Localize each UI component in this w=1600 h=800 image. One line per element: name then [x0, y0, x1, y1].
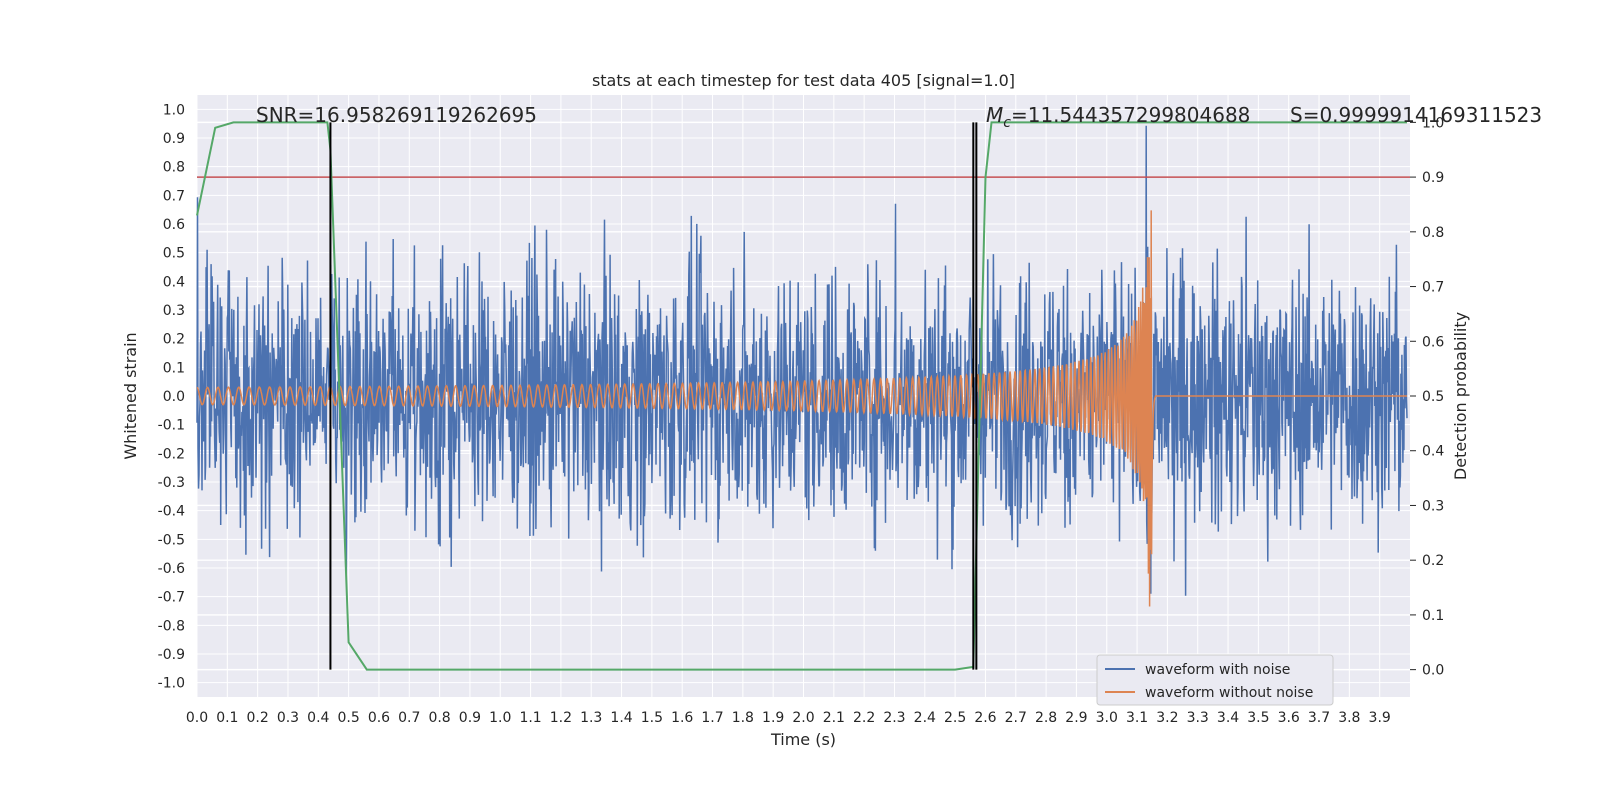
x-tick-label: 1.0 — [489, 710, 511, 726]
y-right-tick-label: 0.3 — [1422, 498, 1444, 514]
y-tick-label: 0.0 — [163, 389, 185, 405]
mc-annotation: Mc=11.544357299804688 — [986, 103, 1250, 131]
x-tick-label: 0.7 — [398, 710, 420, 726]
x-tick-label: 3.3 — [1187, 710, 1209, 726]
x-tick-label: 0.4 — [307, 710, 329, 726]
x-tick-label: 3.6 — [1278, 710, 1300, 726]
y-right-tick-label: 0.9 — [1422, 170, 1444, 186]
probability-line — [196, 121, 1407, 671]
x-tick-label: 1.3 — [580, 710, 602, 726]
x-tick-label: 3.5 — [1247, 710, 1269, 726]
x-tick-label: 1.1 — [519, 710, 541, 726]
x-tick-label: 1.9 — [762, 710, 784, 726]
y-tick-label: 0.7 — [163, 188, 185, 204]
legend-label-clean: waveform without noise — [1145, 685, 1313, 701]
mc-value: =11.544357299804688 — [1011, 103, 1250, 127]
x-tick-label: 2.5 — [944, 710, 966, 726]
legend-box — [1096, 654, 1334, 706]
y-right-tick-label: 0.0 — [1422, 663, 1444, 679]
y-tick-label: 0.1 — [163, 360, 185, 376]
x-tick-label: 0.6 — [368, 710, 390, 726]
clean-line — [196, 210, 1407, 607]
x-tick-label: 1.5 — [641, 710, 663, 726]
x-tick-label: 2.7 — [1005, 710, 1027, 726]
x-tick-label: 3.4 — [1217, 710, 1239, 726]
y-right-tick-label: 0.5 — [1422, 389, 1444, 405]
x-tick-label: 0.3 — [277, 710, 299, 726]
x-tick-label: 0.8 — [428, 710, 450, 726]
x-tick-label: 3.0 — [1096, 710, 1118, 726]
x-tick-label: 3.2 — [1156, 710, 1178, 726]
x-tick-label: 0.1 — [216, 710, 238, 726]
y-tick-label: 0.9 — [163, 131, 185, 147]
y-tick-label: -0.8 — [158, 618, 185, 634]
x-tick-label: 3.7 — [1308, 710, 1330, 726]
x-tick-label: 1.7 — [701, 710, 723, 726]
x-tick-label: 1.6 — [671, 710, 693, 726]
y-right-tick-label: 0.4 — [1422, 444, 1444, 460]
y-tick-label: -0.5 — [158, 532, 185, 548]
y-tick-label: 0.4 — [163, 274, 185, 290]
x-tick-label: 2.9 — [1065, 710, 1087, 726]
y-tick-label: 0.8 — [163, 160, 185, 176]
y-right-tick-label: 0.7 — [1422, 280, 1444, 296]
x-tick-label: 2.8 — [1035, 710, 1057, 726]
mc-symbol: M — [986, 103, 1003, 127]
y-right-tick-label: 1.0 — [1422, 115, 1444, 131]
y-tick-labels: 1.0 0.9 0.8 0.7 0.6 0.5 0.4 0.3 0.2 0.1 0.0 -0.1 -0.… — [158, 102, 185, 691]
series-waveform-without-noise — [196, 210, 1407, 607]
x-tick-label: 1.2 — [550, 710, 572, 726]
x-tick-label: 2.3 — [883, 710, 905, 726]
snr-annotation: SNR=16.958269119262695 — [256, 103, 537, 127]
x-tick-label: 2.0 — [792, 710, 814, 726]
y-right-tick-label: 0.6 — [1422, 334, 1444, 350]
x-axis-label: Time (s) — [770, 730, 836, 749]
x-tick-label: 2.2 — [853, 710, 875, 726]
x-tick-label: 3.1 — [1126, 710, 1148, 726]
x-tick-label: 0.0 — [186, 710, 208, 726]
y-tick-label: -0.7 — [158, 590, 185, 606]
y-right-tick-label: 0.1 — [1422, 608, 1444, 624]
y-tick-label: -0.3 — [158, 475, 185, 491]
noise-line — [196, 125, 1408, 596]
s-annotation: S=0.9999914169311523 — [1290, 103, 1542, 127]
y-right-tick-label: 0.8 — [1422, 225, 1444, 241]
x-tick-label: 2.4 — [914, 710, 936, 726]
y-tick-label: -0.9 — [158, 647, 185, 663]
y-tick-label: 0.2 — [163, 332, 185, 348]
y-right-tick-label: 0.2 — [1422, 553, 1444, 569]
x-tick-label: 3.8 — [1338, 710, 1360, 726]
legend-label-noise: waveform with noise — [1145, 662, 1290, 678]
x-tick-label: 0.2 — [247, 710, 269, 726]
x-tick-label: 2.6 — [974, 710, 996, 726]
legend: waveform with noise waveform without noi… — [1096, 654, 1334, 706]
x-tick-labels: 0.0 0.1 0.2 0.3 0.4 0.5 0.6 0.7 0.8 0.9 1.0 1.1 1.2 1… — [186, 710, 1391, 726]
y-right-tick-labels: 1.0 0.9 0.8 0.7 0.6 0.5 0.4 0.3 0.2 0.1 0.0 — [1410, 115, 1444, 679]
mc-subscript: c — [1003, 115, 1011, 131]
vertical-markers — [329, 122, 978, 670]
y-tick-label: -0.2 — [158, 446, 185, 462]
y-tick-label: 0.5 — [163, 246, 185, 262]
y-tick-label: -1.0 — [158, 676, 185, 692]
y-right-axis-label: Detection probability — [1451, 312, 1470, 480]
y-tick-label: -0.6 — [158, 561, 185, 577]
y-tick-label: -0.4 — [158, 504, 185, 520]
y-tick-label: -0.1 — [158, 418, 185, 434]
series-detection-probability — [196, 121, 1407, 671]
x-tick-label: 2.1 — [823, 710, 845, 726]
y-tick-label: 0.6 — [163, 217, 185, 233]
x-tick-label: 1.8 — [732, 710, 754, 726]
series-waveform-with-noise — [196, 125, 1408, 596]
x-tick-label: 3.9 — [1369, 710, 1391, 726]
x-tick-label: 0.9 — [459, 710, 481, 726]
y-axis-label: Whitened strain — [121, 332, 140, 459]
x-tick-label: 0.5 — [337, 710, 359, 726]
chart-title: stats at each timestep for test data 405… — [592, 71, 1015, 90]
y-tick-label: 0.3 — [163, 303, 185, 319]
x-tick-label: 1.4 — [610, 710, 632, 726]
y-tick-label: 1.0 — [163, 102, 185, 118]
